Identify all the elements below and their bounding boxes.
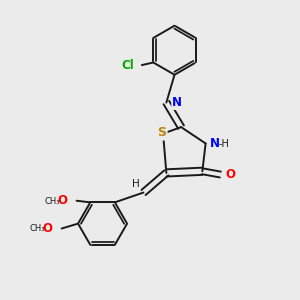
Text: N: N bbox=[209, 137, 220, 150]
Text: CH₃: CH₃ bbox=[30, 224, 45, 233]
Text: N: N bbox=[172, 96, 182, 109]
Text: Cl: Cl bbox=[121, 58, 134, 72]
Text: CH₃: CH₃ bbox=[45, 196, 60, 206]
Text: S: S bbox=[158, 127, 166, 140]
Text: O: O bbox=[43, 222, 52, 235]
Text: H: H bbox=[132, 179, 140, 189]
Text: -H: -H bbox=[218, 140, 229, 149]
Text: O: O bbox=[225, 168, 235, 181]
Text: O: O bbox=[57, 194, 68, 207]
